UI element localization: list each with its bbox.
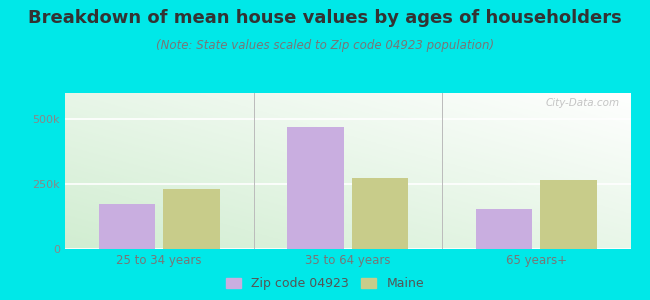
Text: City-Data.com: City-Data.com: [545, 98, 619, 108]
Bar: [476, 209, 532, 249]
Text: (Note: State values scaled to Zip code 04923 population): (Note: State values scaled to Zip code 0…: [156, 39, 494, 52]
Text: Breakdown of mean house values by ages of householders: Breakdown of mean house values by ages o…: [28, 9, 622, 27]
Bar: [287, 127, 344, 249]
Bar: [540, 180, 597, 249]
Bar: [352, 178, 408, 249]
Bar: [99, 203, 155, 249]
Bar: [163, 189, 220, 249]
Legend: Zip code 04923, Maine: Zip code 04923, Maine: [222, 273, 428, 294]
